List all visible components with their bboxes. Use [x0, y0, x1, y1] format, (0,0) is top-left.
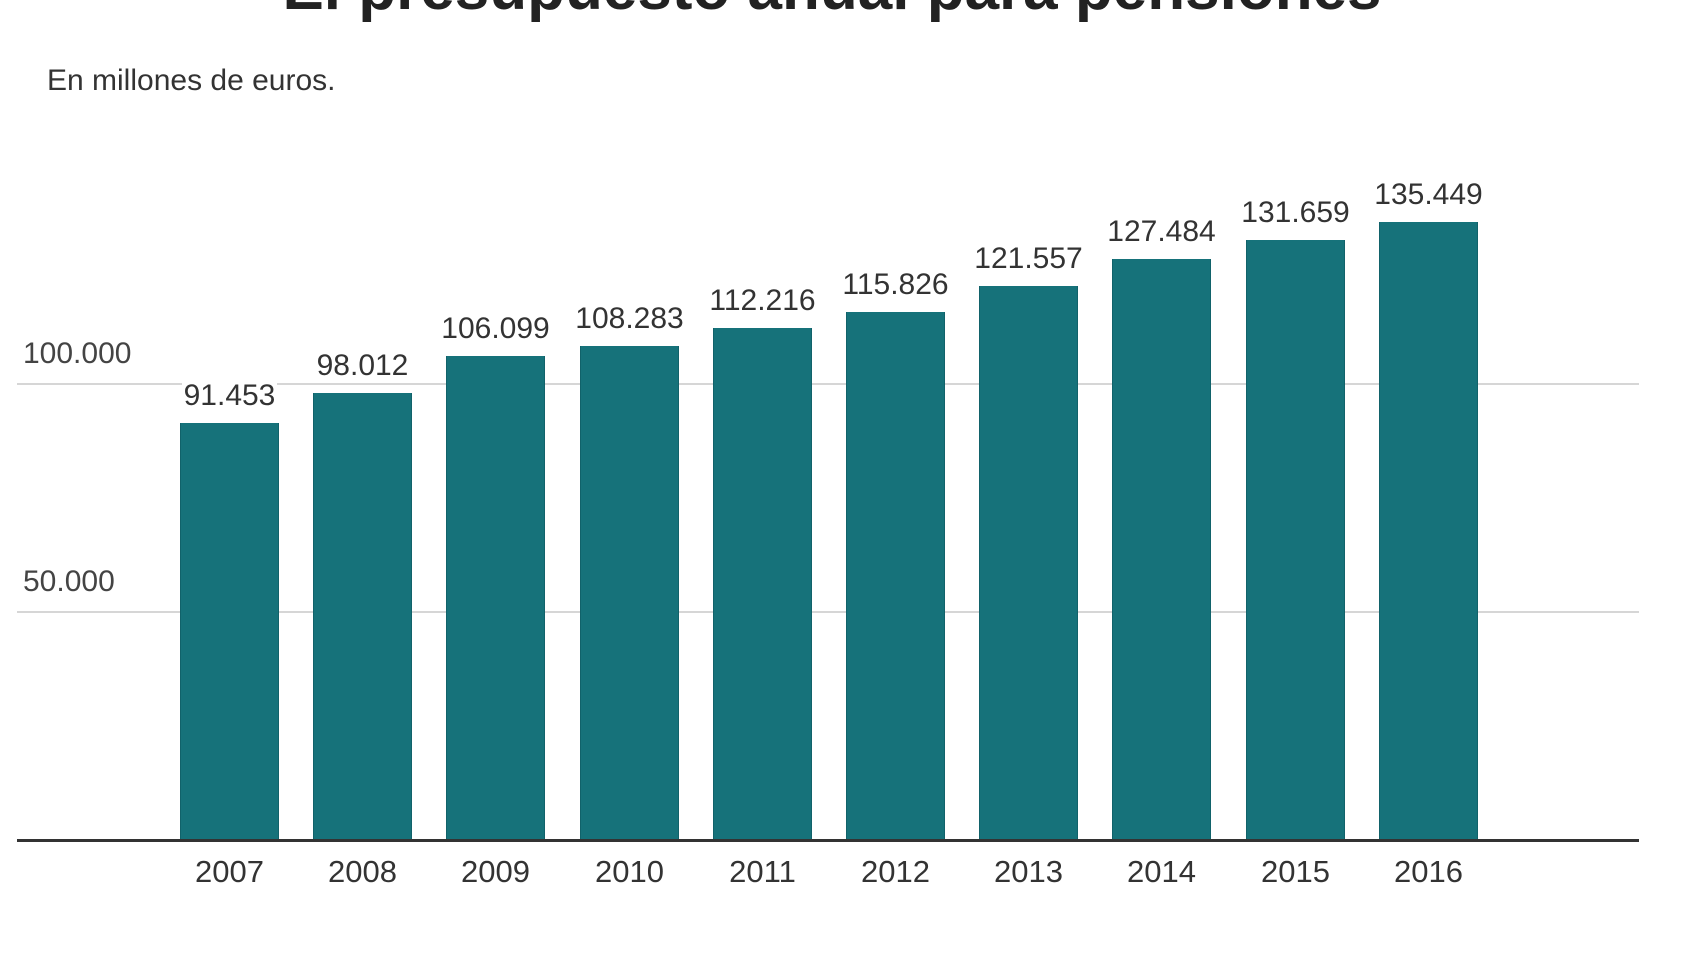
- bar-value-text: 135.449: [1372, 178, 1485, 211]
- x-tick-label-2011: 2011: [729, 854, 796, 889]
- bar-value-label-2012: 115.826: [816, 268, 976, 301]
- bar-value-text: 108.283: [573, 302, 686, 335]
- bar-value-label-2016: 135.449: [1349, 178, 1509, 211]
- bar-value-text: 115.826: [840, 268, 951, 301]
- bar-2008: [313, 393, 412, 840]
- gridline-50000: [17, 611, 1639, 613]
- x-tick-label-2015: 2015: [1261, 854, 1330, 889]
- bar-value-label-2007: 91.453: [150, 379, 310, 412]
- chart-title: El presupuesto anual para pensiones: [0, 0, 1706, 25]
- bar-value-label-2014: 127.484: [1082, 215, 1242, 248]
- x-axis-line: [17, 839, 1639, 842]
- bar-2013: [979, 286, 1078, 840]
- bar-value-text: 121.557: [972, 242, 1085, 275]
- bar-2011: [713, 328, 812, 840]
- x-tick-label-2014: 2014: [1127, 854, 1196, 889]
- x-tick-label-2008: 2008: [328, 854, 397, 889]
- bar-value-text: 98.012: [314, 349, 411, 382]
- bar-value-label-2009: 106.099: [416, 312, 576, 345]
- bar-2016: [1379, 222, 1478, 840]
- x-tick-label-2016: 2016: [1394, 854, 1463, 889]
- bar-value-text: 131.659: [1239, 196, 1352, 229]
- x-tick-label-2009: 2009: [461, 854, 530, 889]
- x-tick-label-2007: 2007: [195, 854, 264, 889]
- y-tick-label-100000: 100.000: [23, 337, 132, 370]
- bar-value-label-2013: 121.557: [949, 242, 1109, 275]
- bar-value-label-2008: 98.012: [283, 349, 443, 382]
- bar-2007: [180, 423, 279, 840]
- x-tick-label-2010: 2010: [595, 854, 664, 889]
- x-tick-label-2013: 2013: [994, 854, 1063, 889]
- bar-value-label-2015: 131.659: [1216, 196, 1376, 229]
- chart-subtitle: En millones de euros.: [47, 64, 336, 97]
- y-tick-label-50000: 50.000: [23, 565, 115, 598]
- x-tick-label-2012: 2012: [861, 854, 930, 889]
- bar-2012: [846, 312, 945, 840]
- bar-value-text: 112.216: [707, 284, 818, 317]
- bar-value-text: 91.453: [181, 379, 278, 412]
- bar-2009: [446, 356, 545, 840]
- bar-value-label-2010: 108.283: [550, 302, 710, 335]
- bar-2014: [1112, 259, 1211, 840]
- bar-value-text: 127.484: [1105, 215, 1218, 248]
- bar-value-text: 106.099: [439, 312, 552, 345]
- bar-value-label-2011: 112.216: [683, 284, 843, 317]
- gridline-100000: [17, 383, 1639, 385]
- bar-2010: [580, 346, 679, 840]
- bar-2015: [1246, 240, 1345, 840]
